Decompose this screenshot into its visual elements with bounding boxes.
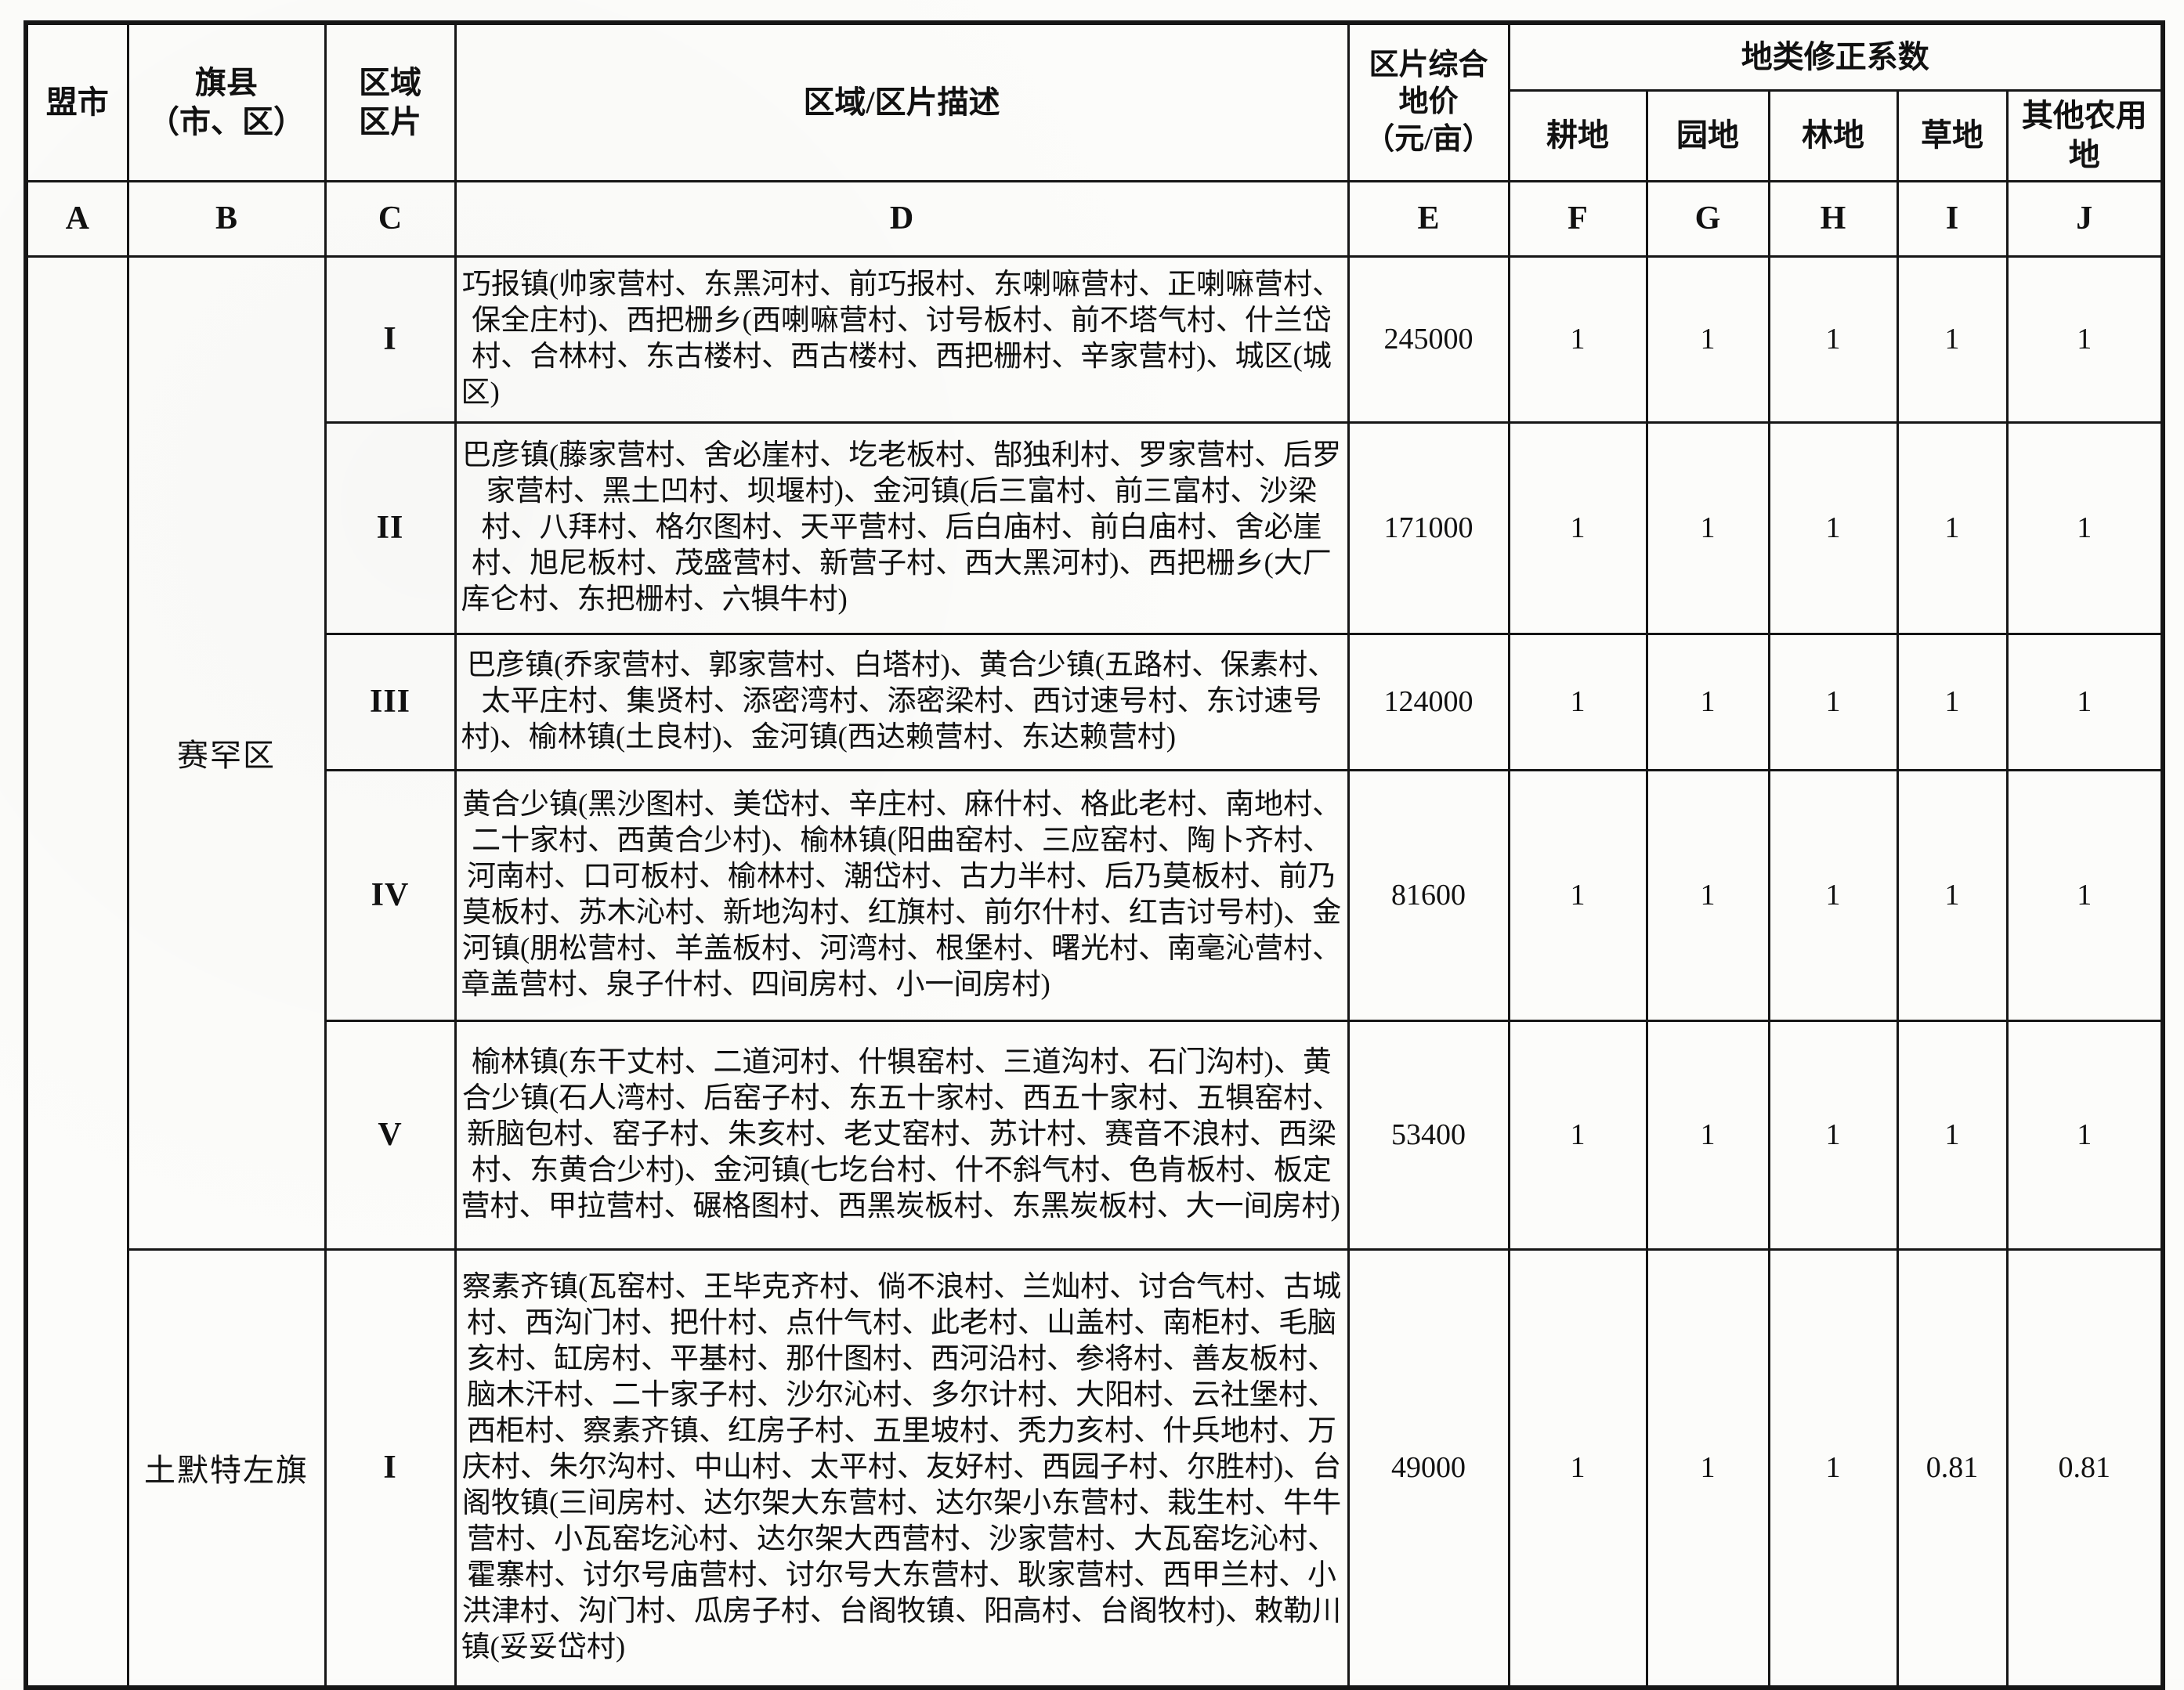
price-cell: 245000	[1347, 255, 1510, 424]
price-cell: 53400	[1347, 1019, 1510, 1251]
coeff-cell-other: 1	[2005, 1019, 2164, 1251]
header-price: 区片综合 地价 （元/亩）	[1347, 21, 1510, 182]
county-cell: 赛罕区	[126, 255, 327, 1251]
coeff-cell-other: 1	[2005, 632, 2164, 771]
coeff-cell-forest: 1	[1767, 421, 1899, 635]
coeff-cell-other: 1	[2005, 255, 2164, 424]
column-letter: H	[1767, 179, 1899, 258]
column-letter: C	[324, 179, 457, 258]
coeff-cell-grass: 0.81	[1896, 1248, 2009, 1689]
county-cell: 土默特左旗	[126, 1248, 327, 1689]
table-row: III 巴彦镇(乔家营村、郭家营村、白塔村)、黄合少镇(五路村、保素村、太平庄村、…	[26, 632, 2164, 771]
league-city-cell	[24, 255, 129, 1689]
column-letter: E	[1347, 179, 1510, 258]
column-letter: A	[24, 179, 129, 258]
coeff-cell-other: 1	[2005, 768, 2164, 1022]
table-row: 土默特左旗 I 察素齐镇(瓦窑村、王毕克齐村、倘不浪村、兰灿村、讨合气村、古城村、西…	[26, 1248, 2164, 1689]
coeff-cell-garden: 1	[1645, 768, 1770, 1022]
column-letter: D	[454, 179, 1350, 258]
zone-cell: I	[324, 1248, 457, 1689]
coeff-cell-grass: 1	[1896, 632, 2009, 771]
description-cell: 巴彦镇(藤家营村、舍必崖村、圪老板村、郜独利村、罗家营村、后罗家营村、黑土凹村、…	[454, 421, 1350, 635]
coeff-cell-cultivated: 1	[1507, 768, 1648, 1022]
header-county: 旗县 （市、区）	[126, 21, 327, 182]
header-league-city: 盟市	[24, 21, 129, 182]
coeff-cell-forest: 1	[1767, 768, 1899, 1022]
table-row: IV 黄合少镇(黑沙图村、美岱村、辛庄村、麻什村、格此老村、南地村、二十家村、西黄…	[26, 768, 2164, 1022]
coeff-cell-forest: 1	[1767, 1019, 1899, 1251]
coeff-cell-forest: 1	[1767, 632, 1899, 771]
header-coeff-grass: 草地	[1896, 88, 2009, 182]
coeff-cell-grass: 1	[1896, 768, 2009, 1022]
table-row: II 巴彦镇(藤家营村、舍必崖村、圪老板村、郜独利村、罗家营村、后罗家营村、黑土凹…	[26, 421, 2164, 635]
column-letter: I	[1896, 179, 2009, 258]
price-cell: 49000	[1347, 1248, 1510, 1689]
coeff-cell-garden: 1	[1645, 1248, 1770, 1689]
coeff-cell-garden: 1	[1645, 1019, 1770, 1251]
coeff-cell-cultivated: 1	[1507, 1248, 1648, 1689]
table-body: 赛罕区 I 巧报镇(帅家营村、东黑河村、前巧报村、东喇嘛营村、正喇嘛营村、保全庄村)…	[24, 255, 2164, 1689]
column-letter: B	[126, 179, 327, 258]
coeff-cell-cultivated: 1	[1507, 255, 1648, 424]
header-row-top: 盟市 旗县 （市、区） 区域 区片 区域/区片描述 区片综合 地价 （元/亩） …	[24, 21, 2164, 182]
header-coeff-forest: 林地	[1767, 88, 1899, 182]
coeff-cell-other: 0.81	[2005, 1248, 2164, 1689]
column-letter: J	[2005, 179, 2164, 258]
header-row-coeffs: 耕地 园地 林地 草地 其他农用地	[26, 88, 2164, 182]
zone-cell: III	[324, 632, 457, 771]
price-cell: 124000	[1347, 632, 1510, 771]
price-cell: 171000	[1347, 421, 1510, 635]
coeff-cell-cultivated: 1	[1507, 421, 1648, 635]
header-description: 区域/区片描述	[454, 21, 1350, 182]
description-cell: 巴彦镇(乔家营村、郭家营村、白塔村)、黄合少镇(五路村、保素村、太平庄村、集贤村…	[454, 632, 1350, 771]
zone-cell: II	[324, 421, 457, 635]
description-cell: 黄合少镇(黑沙图村、美岱村、辛庄村、麻什村、格此老村、南地村、二十家村、西黄合少…	[454, 768, 1350, 1022]
header-zone: 区域 区片	[324, 21, 457, 182]
coeff-cell-forest: 1	[1767, 255, 1899, 424]
column-letter-row: A B C D E F G H I J	[24, 179, 2164, 258]
price-cell: 81600	[1347, 768, 1510, 1022]
table-row: V 榆林镇(东干丈村、二道河村、什犋窑村、三道沟村、石门沟村)、黄合少镇(石人湾村…	[26, 1019, 2164, 1251]
zone-cell: V	[324, 1019, 457, 1251]
coeff-cell-forest: 1	[1767, 1248, 1899, 1689]
coeff-cell-grass: 1	[1896, 255, 2009, 424]
column-letter: G	[1645, 179, 1770, 258]
description-cell: 榆林镇(东干丈村、二道河村、什犋窑村、三道沟村、石门沟村)、黄合少镇(石人湾村、…	[454, 1019, 1350, 1251]
header-coeff-cultivated: 耕地	[1507, 88, 1648, 182]
coeff-cell-garden: 1	[1645, 421, 1770, 635]
header-coeff-group: 地类修正系数	[1507, 21, 2164, 92]
zone-cell: IV	[324, 768, 457, 1022]
header-coeff-garden: 园地	[1645, 88, 1770, 182]
coeff-cell-grass: 1	[1896, 421, 2009, 635]
coeff-cell-garden: 1	[1645, 255, 1770, 424]
coeff-cell-other: 1	[2005, 421, 2164, 635]
coeff-cell-grass: 1	[1896, 1019, 2009, 1251]
zone-cell: I	[324, 255, 457, 424]
column-letter: F	[1507, 179, 1648, 258]
coeff-cell-cultivated: 1	[1507, 1019, 1648, 1251]
table-row: 赛罕区 I 巧报镇(帅家营村、东黑河村、前巧报村、东喇嘛营村、正喇嘛营村、保全庄村)…	[24, 255, 2164, 1689]
coeff-cell-garden: 1	[1645, 632, 1770, 771]
description-cell: 察素齐镇(瓦窑村、王毕克齐村、倘不浪村、兰灿村、讨合气村、古城村、西沟门村、把什…	[454, 1248, 1350, 1689]
land-price-table: 盟市 旗县 （市、区） 区域 区片 区域/区片描述 区片综合 地价 （元/亩） …	[24, 20, 2166, 1690]
description-cell: 巧报镇(帅家营村、东黑河村、前巧报村、东喇嘛营村、正喇嘛营村、保全庄村)、西把栅…	[454, 255, 1350, 424]
coeff-cell-cultivated: 1	[1507, 632, 1648, 771]
header-coeff-other: 其他农用地	[2005, 88, 2164, 182]
